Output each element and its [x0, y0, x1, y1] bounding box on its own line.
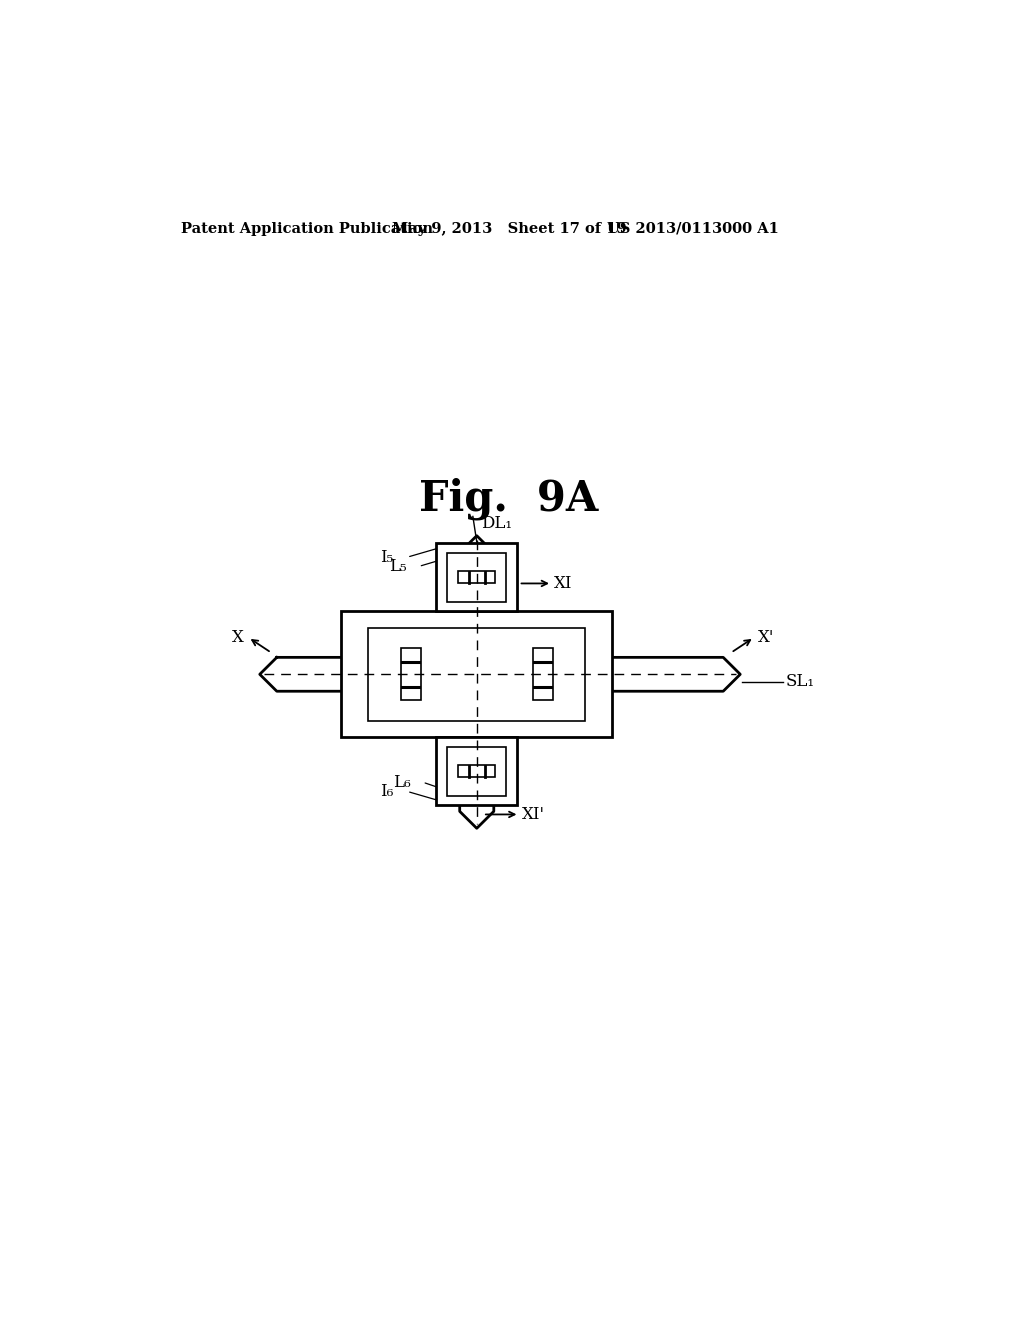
Bar [447, 553, 506, 602]
Polygon shape [460, 536, 494, 829]
Text: L₆: L₆ [393, 774, 411, 791]
Text: XI: XI [554, 576, 572, 591]
Text: Fig.  9A: Fig. 9A [419, 478, 598, 520]
Bar [341, 611, 612, 738]
Text: DL₁: DL₁ [480, 515, 512, 532]
Text: US 2013/0113000 A1: US 2013/0113000 A1 [607, 222, 779, 235]
Text: X: X [232, 628, 245, 645]
Bar [458, 766, 496, 777]
Text: L₅: L₅ [389, 558, 407, 576]
Text: X': X' [758, 628, 774, 645]
Text: May 9, 2013   Sheet 17 of 19: May 9, 2013 Sheet 17 of 19 [391, 222, 626, 235]
Text: XI': XI' [521, 807, 545, 822]
Bar [458, 572, 496, 583]
Text: I₅: I₅ [380, 549, 393, 566]
Text: Patent Application Publication: Patent Application Publication [180, 222, 433, 235]
Bar [532, 648, 553, 701]
Bar [400, 648, 421, 701]
Polygon shape [260, 657, 740, 692]
Bar [436, 738, 517, 805]
Bar [369, 628, 586, 721]
Text: SL₁: SL₁ [785, 673, 814, 690]
Bar [436, 544, 517, 611]
Text: I₆: I₆ [380, 783, 393, 800]
Bar [447, 747, 506, 796]
